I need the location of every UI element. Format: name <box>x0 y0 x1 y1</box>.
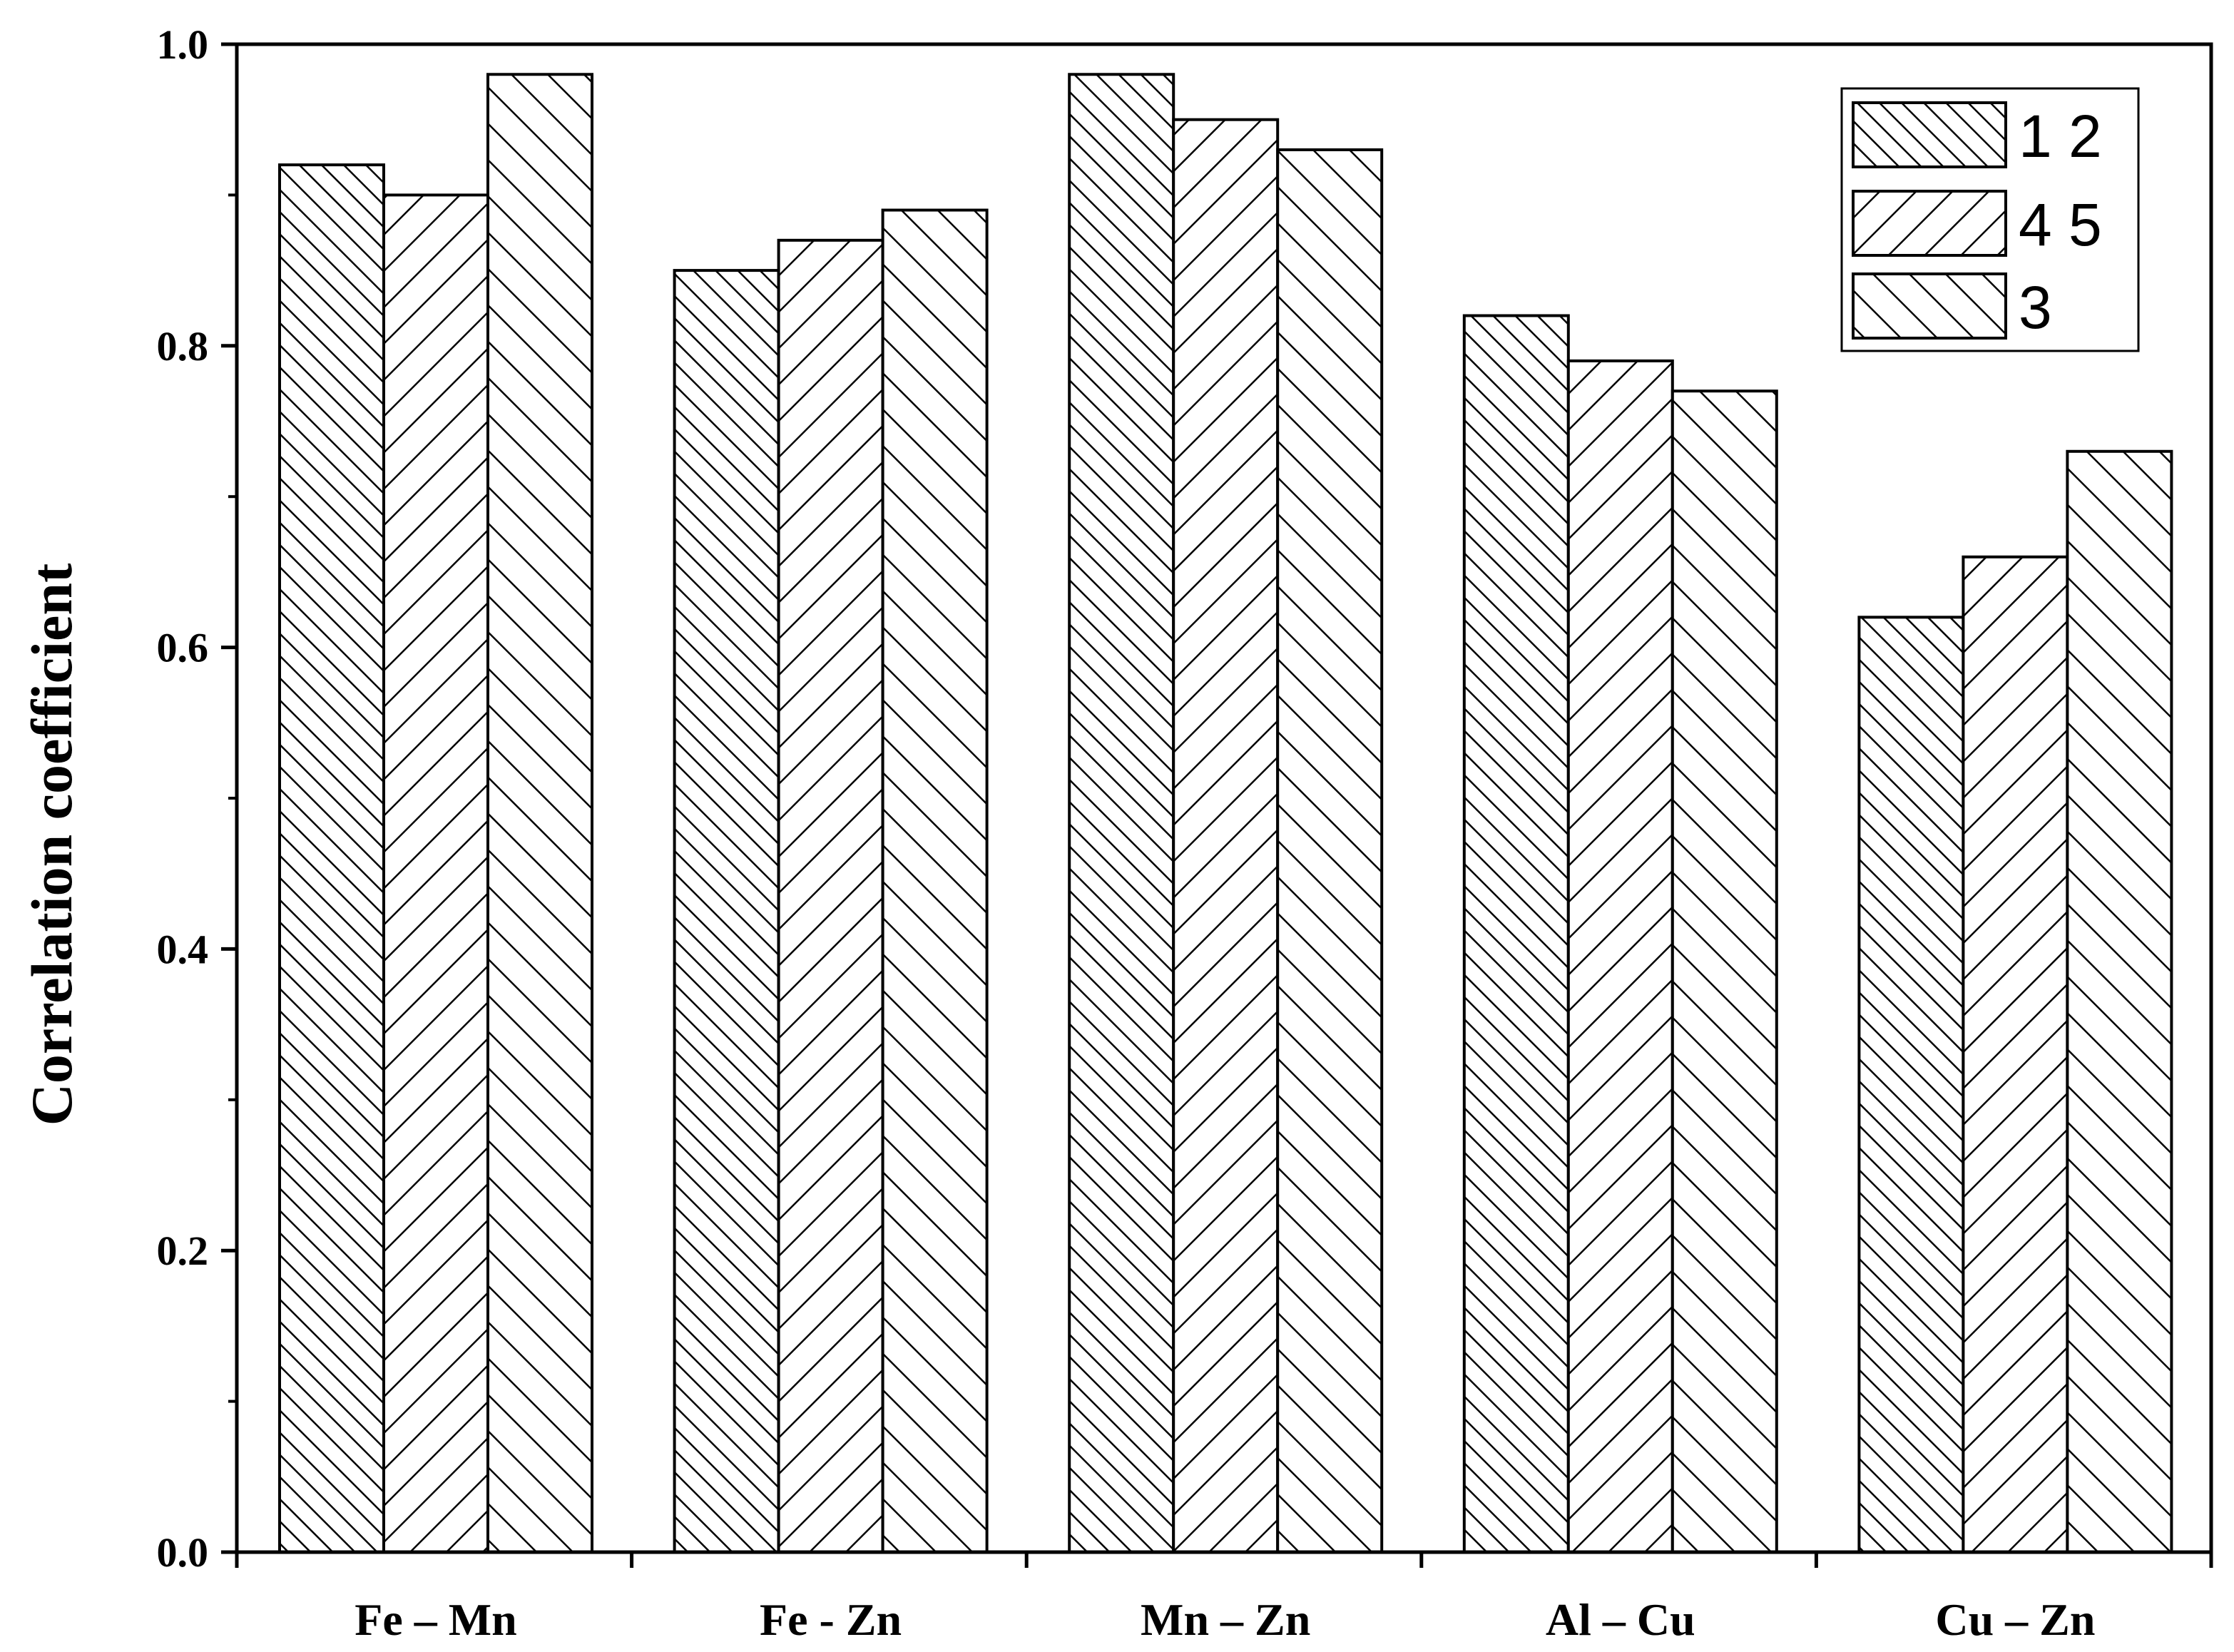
y-tick-label: 0.0 <box>157 1529 209 1576</box>
y-axis-title: Correlation coefficient <box>19 564 84 1126</box>
bar-1-1 <box>278 163 385 1554</box>
legend-swatch-1 <box>1852 101 2007 168</box>
x-category-label: Cu – Zn <box>1935 1594 2095 1645</box>
x-category-label: Fe – Mn <box>355 1594 517 1645</box>
axes-group: 0.0 0.2 0.4 0.6 0.8 1.0 Fe – Mn Fe - Zn Mn – Zn A… <box>157 21 2213 1645</box>
y-tick-label: 0.8 <box>157 323 209 369</box>
legend-label-2: 4 5 <box>2019 191 2102 258</box>
bar-3-1 <box>486 73 593 1554</box>
bars-group <box>278 73 2173 1554</box>
y-tick-label: 0.6 <box>157 625 209 671</box>
bar-1-3 <box>1068 73 1175 1554</box>
bar-3-3 <box>1276 148 1384 1554</box>
bar-3-2 <box>881 208 989 1554</box>
legend-swatch-3 <box>1852 272 2007 340</box>
legend: 1 2 4 5 3 <box>1840 87 2140 352</box>
legend-swatch-2 <box>1852 190 2007 257</box>
bar-3-4 <box>1671 389 1778 1554</box>
bar-1-5 <box>1857 616 1965 1554</box>
x-category-label: Mn – Zn <box>1141 1594 1310 1645</box>
y-tick-label: 0.2 <box>157 1228 209 1274</box>
bar-2-3 <box>1172 118 1280 1554</box>
bar-2-1 <box>382 193 489 1554</box>
legend-label-3: 3 <box>2019 274 2052 341</box>
x-category-label: Fe - Zn <box>760 1594 902 1645</box>
y-tick-label: 0.4 <box>157 926 209 972</box>
bar-1-2 <box>673 269 780 1554</box>
bar-2-4 <box>1566 359 1674 1554</box>
bar-1-4 <box>1462 314 1570 1554</box>
x-category-label: Al – Cu <box>1546 1594 1695 1645</box>
bar-2-5 <box>1962 555 2069 1554</box>
bar-3-5 <box>2066 449 2173 1554</box>
bar-2-2 <box>777 238 884 1554</box>
y-tick-label: 1.0 <box>157 21 209 68</box>
legend-label-1: 1 2 <box>2019 103 2102 170</box>
